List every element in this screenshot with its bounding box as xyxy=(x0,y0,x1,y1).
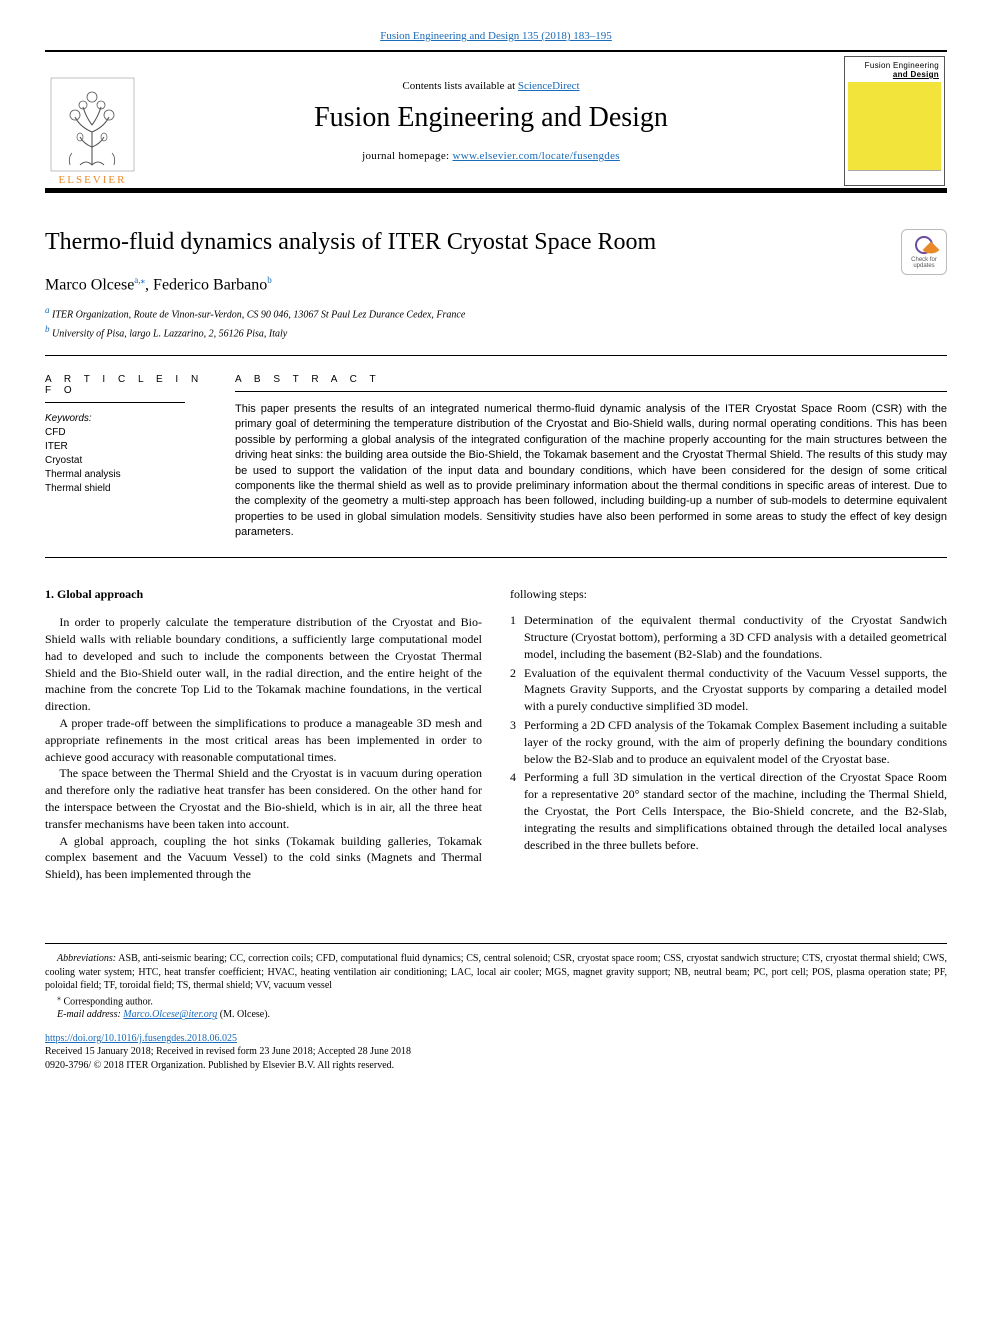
contents-prefix: Contents lists available at xyxy=(402,80,517,92)
footnotes-block: Abbreviations: ASB, anti-seismic bearing… xyxy=(45,943,947,1022)
sciencedirect-link[interactable]: ScienceDirect xyxy=(518,80,580,92)
copyright-line: 0920-3796/ © 2018 ITER Organization. Pub… xyxy=(45,1059,947,1073)
body-column-right: following steps: 1Determination of the e… xyxy=(510,586,947,884)
body-paragraph: A proper trade-off between the simplific… xyxy=(45,715,482,765)
article-info-rule xyxy=(45,402,185,403)
step-item: 2Evaluation of the equivalent thermal co… xyxy=(510,665,947,715)
publisher-logo-block: ELSEVIER xyxy=(45,52,140,188)
meta-row: A R T I C L E I N F O Keywords: CFD ITER… xyxy=(45,356,947,557)
homepage-prefix: journal homepage: xyxy=(362,150,452,162)
journal-reference-link[interactable]: Fusion Engineering and Design 135 (2018)… xyxy=(380,30,612,42)
author-separator: , xyxy=(145,276,153,293)
author-1: Marco Olcese xyxy=(45,276,134,293)
keyword-item: Thermal analysis xyxy=(45,468,215,482)
keyword-item: CFD xyxy=(45,426,215,440)
received-line: Received 15 January 2018; Received in re… xyxy=(45,1045,947,1059)
journal-cover-thumbnail: Fusion Engineering and Design xyxy=(842,52,947,188)
contents-available-line: Contents lists available at ScienceDirec… xyxy=(150,80,832,92)
keyword-item: Thermal shield xyxy=(45,482,215,496)
journal-reference[interactable]: Fusion Engineering and Design 135 (2018)… xyxy=(45,30,947,42)
section-1-heading: 1. Global approach xyxy=(45,586,482,603)
publisher-name: ELSEVIER xyxy=(59,174,127,186)
homepage-link[interactable]: www.elsevier.com/locate/fusengdes xyxy=(452,150,619,162)
email-link[interactable]: Marco.Olcese@iter.org xyxy=(123,1009,217,1020)
email-paren: (M. Olcese). xyxy=(217,1009,270,1020)
article-info-heading: A R T I C L E I N F O xyxy=(45,374,215,396)
affiliation-a: a ITER Organization, Route de Vinon-sur-… xyxy=(45,304,947,322)
body-continuation: following steps: xyxy=(510,586,947,603)
keyword-item: ITER xyxy=(45,440,215,454)
author-1-affil-sup[interactable]: a,⁎ xyxy=(134,275,145,285)
header-center: Contents lists available at ScienceDirec… xyxy=(140,52,842,188)
article-body: 1. Global approach In order to properly … xyxy=(45,586,947,884)
author-2: Federico Barbano xyxy=(153,276,267,293)
check-updates-badge[interactable]: Check forupdates xyxy=(901,229,947,275)
footer-meta: https://doi.org/10.1016/j.fusengdes.2018… xyxy=(45,1032,947,1073)
affiliations: a ITER Organization, Route de Vinon-sur-… xyxy=(45,304,947,341)
updates-badge-icon xyxy=(915,236,933,254)
journal-header: ELSEVIER Contents lists available at Sci… xyxy=(45,50,947,193)
abstract-text: This paper presents the results of an in… xyxy=(235,402,947,541)
cover-line2: and Design xyxy=(893,70,939,79)
abbreviations: Abbreviations: ASB, anti-seismic bearing… xyxy=(45,952,947,993)
updates-badge-text: Check forupdates xyxy=(911,257,937,269)
divider-bottom xyxy=(45,557,947,558)
email-line: E-mail address: Marco.Olcese@iter.org (M… xyxy=(45,1008,947,1022)
cover-box: Fusion Engineering and Design xyxy=(844,56,945,186)
abstract-block: A B S T R A C T This paper presents the … xyxy=(235,374,947,541)
author-2-affil-sup[interactable]: b xyxy=(267,275,272,285)
article-title: Thermo-fluid dynamics analysis of ITER C… xyxy=(45,229,656,256)
corresponding-author-note: ⁎ Corresponding author. xyxy=(45,993,947,1009)
step-item: 1Determination of the equivalent thermal… xyxy=(510,612,947,662)
cover-artwork xyxy=(848,82,941,182)
step-item: 4Performing a full 3D simulation in the … xyxy=(510,769,947,853)
abstract-heading: A B S T R A C T xyxy=(235,374,947,385)
journal-homepage-line: journal homepage: www.elsevier.com/locat… xyxy=(150,150,832,162)
journal-name-large: Fusion Engineering and Design xyxy=(150,102,832,134)
body-paragraph: In order to properly calculate the tempe… xyxy=(45,614,482,715)
cover-bar xyxy=(848,170,941,182)
cover-title: Fusion Engineering and Design xyxy=(845,57,944,79)
abstract-rule xyxy=(235,391,947,392)
cover-line1: Fusion Engineering xyxy=(865,61,939,70)
author-list: Marco Olcesea,⁎, Federico Barbanob xyxy=(45,275,947,294)
abbrev-text: ASB, anti-seismic bearing; CC, correctio… xyxy=(45,953,947,991)
step-item: 3Performing a 2D CFD analysis of the Tok… xyxy=(510,717,947,767)
affiliation-b: b University of Pisa, largo L. Lazzarino… xyxy=(45,323,947,341)
email-label: E-mail address: xyxy=(57,1009,123,1020)
doi-link[interactable]: https://doi.org/10.1016/j.fusengdes.2018… xyxy=(45,1033,237,1044)
keyword-item: Cryostat xyxy=(45,454,215,468)
keywords-list: CFD ITER Cryostat Thermal analysis Therm… xyxy=(45,426,215,496)
body-column-left: 1. Global approach In order to properly … xyxy=(45,586,482,884)
body-paragraph: A global approach, coupling the hot sink… xyxy=(45,833,482,883)
body-paragraph: The space between the Thermal Shield and… xyxy=(45,765,482,832)
article-info-block: A R T I C L E I N F O Keywords: CFD ITER… xyxy=(45,374,235,541)
elsevier-tree-icon xyxy=(50,77,135,172)
abbrev-label: Abbreviations: xyxy=(57,953,116,964)
keywords-label: Keywords: xyxy=(45,413,215,424)
